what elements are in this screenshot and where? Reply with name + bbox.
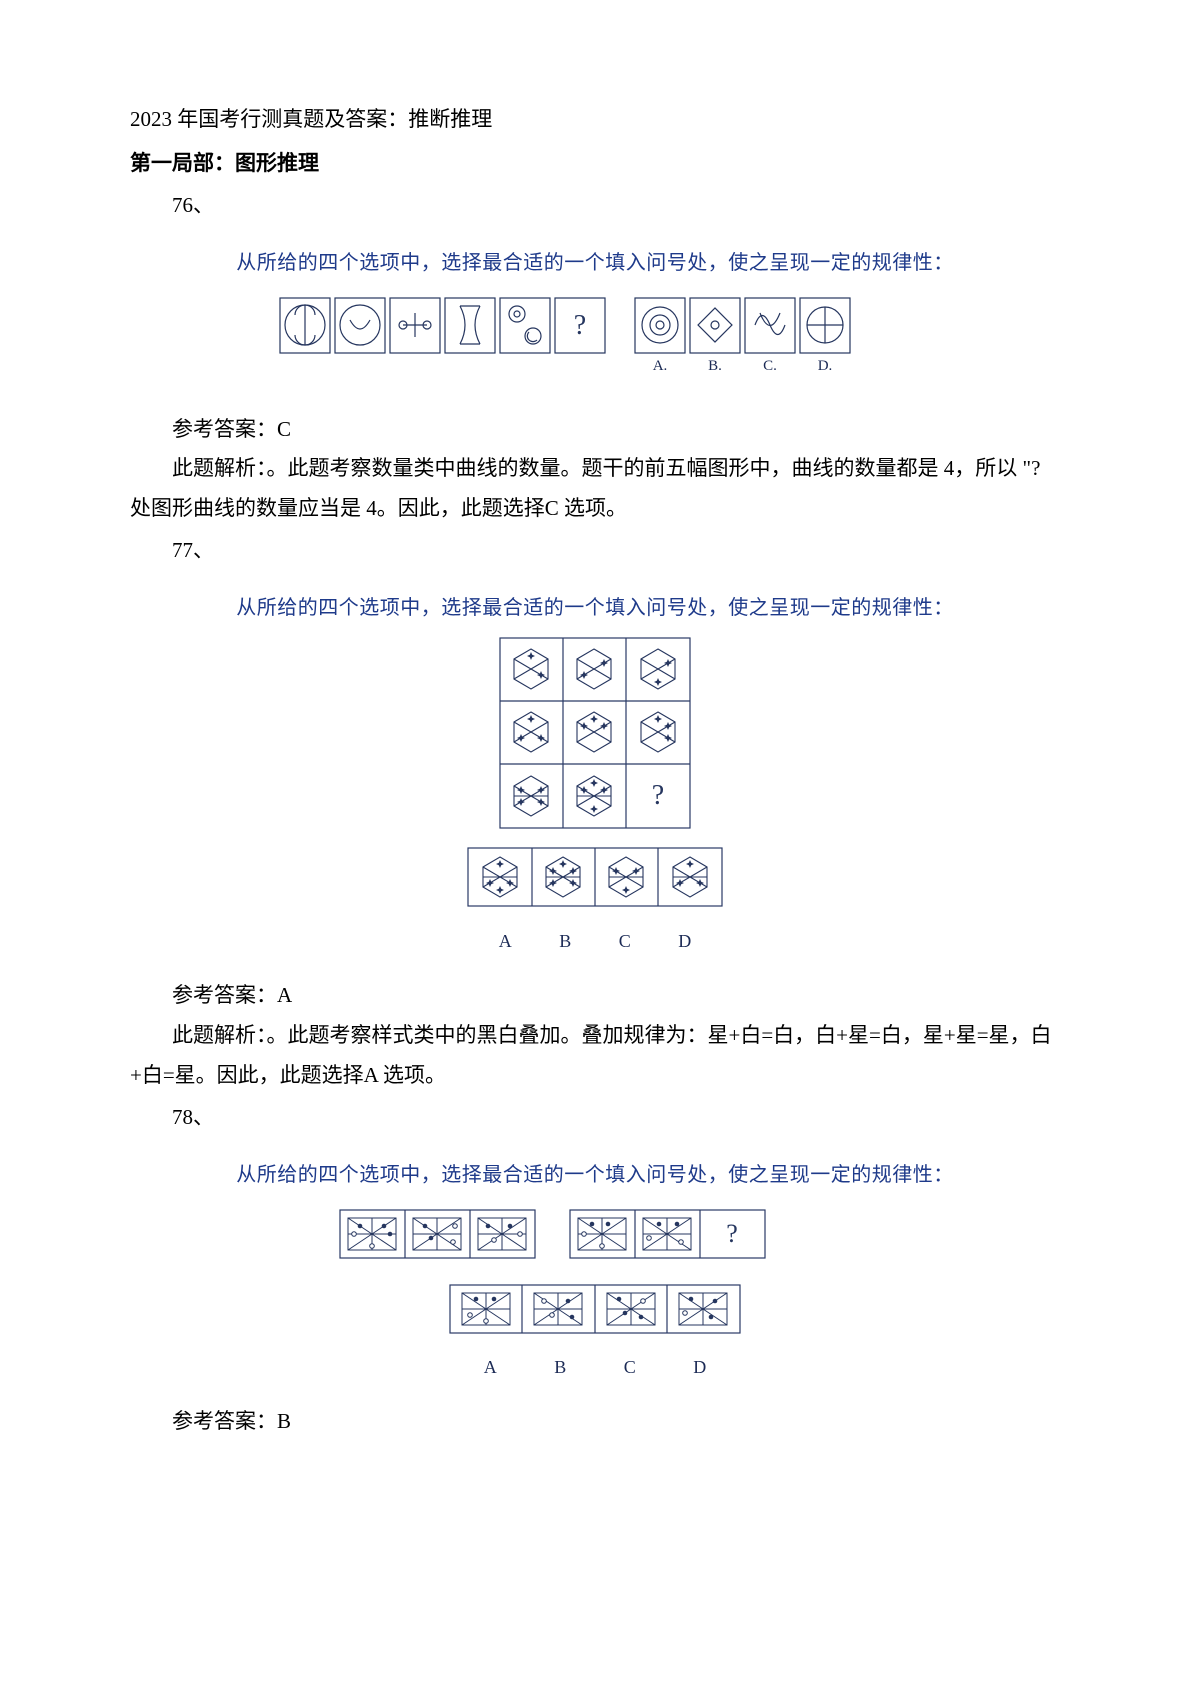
figure-76-graphic: ? — [130, 288, 1060, 392]
question-77-number: 77、 — [130, 531, 1060, 571]
option-label: D — [678, 924, 691, 958]
option-label: C — [624, 1350, 636, 1384]
question-76-number: 76、 — [130, 186, 1060, 226]
question-78-figure: 从所给的四个选项中，选择最合适的一个填入问号处，使之呈现一定的规律性： — [130, 1156, 1060, 1384]
question-76-figure: 从所给的四个选项中，选择最合适的一个填入问号处，使之呈现一定的规律性： — [130, 244, 1060, 392]
question-77-figure: 从所给的四个选项中，选择最合适的一个填入问号处，使之呈现一定的规律性： — [130, 589, 1060, 958]
question-76-caption: 从所给的四个选项中，选择最合适的一个填入问号处，使之呈现一定的规律性： — [130, 244, 1060, 282]
option-label: D — [693, 1350, 706, 1384]
svg-text:D.: D. — [818, 358, 833, 374]
svg-text:?: ? — [726, 1219, 738, 1248]
question-76-answer: 参考答案：C — [130, 410, 1060, 450]
svg-text:?: ? — [574, 310, 586, 341]
option-label: B — [559, 924, 571, 958]
svg-text:B.: B. — [708, 358, 722, 374]
svg-text:A.: A. — [653, 358, 668, 374]
option-label: A — [484, 1350, 497, 1384]
question-78-number: 78、 — [130, 1098, 1060, 1138]
question-78-answer: 参考答案：B — [130, 1402, 1060, 1442]
figure-78-graphic: ? — [130, 1200, 1060, 1384]
page-title: 2023 年国考行测真题及答案：推断推理 — [130, 100, 1060, 140]
question-77-answer: 参考答案：A — [130, 976, 1060, 1016]
option-label: B — [554, 1350, 566, 1384]
question-78-caption: 从所给的四个选项中，选择最合适的一个填入问号处，使之呈现一定的规律性： — [130, 1156, 1060, 1194]
figure-77-graphic: ? — [130, 633, 1060, 958]
question-77-analysis: 此题解析：。此题考察样式类中的黑白叠加。叠加规律为：星+白=白，白+星=白，星+… — [130, 1016, 1060, 1096]
question-76-analysis: 此题解析：。此题考察数量类中曲线的数量。题干的前五幅图形中，曲线的数量都是 4，… — [130, 449, 1060, 529]
question-77-caption: 从所给的四个选项中，选择最合适的一个填入问号处，使之呈现一定的规律性： — [130, 589, 1060, 627]
question-77-option-labels: A B C D — [475, 924, 715, 958]
option-label: C — [619, 924, 631, 958]
svg-text:C.: C. — [763, 358, 777, 374]
svg-text:?: ? — [652, 780, 664, 811]
section-heading: 第一局部：图形推理 — [130, 144, 1060, 184]
question-78-option-labels: A B C D — [455, 1350, 735, 1384]
option-label: A — [499, 924, 512, 958]
document-page: 2023 年国考行测真题及答案：推断推理 第一局部：图形推理 76、 从所给的四… — [0, 0, 1190, 1502]
